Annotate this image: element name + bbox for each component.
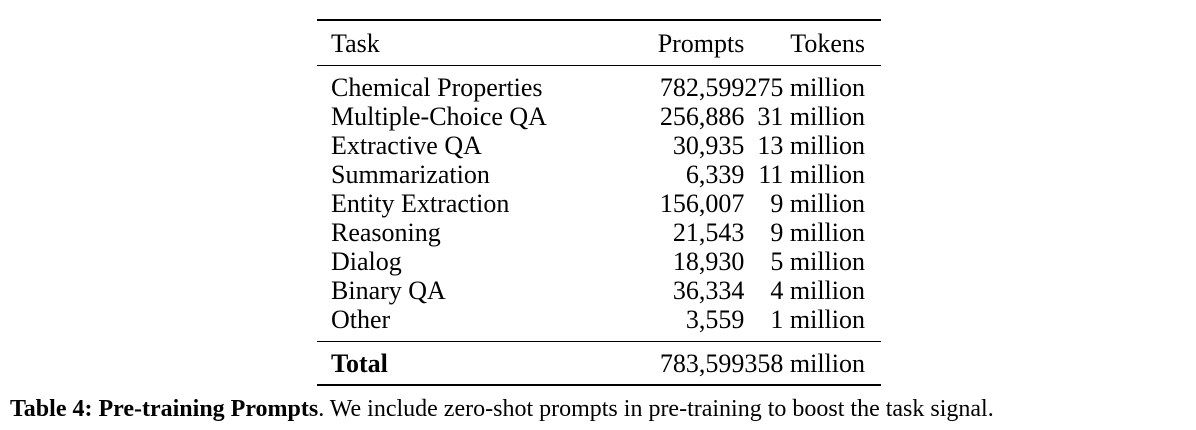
table-row: Binary QA 36,334 4 million [317,276,881,305]
cell-prompts: 18,930 [672,247,745,276]
cell-tokens: 275 million [744,73,865,102]
cell-tokens: 4 million [770,276,865,305]
table-body: Chemical Properties 782,599 275 million … [317,65,881,342]
cell-tokens: 5 million [770,247,865,276]
cell-tokens: 9 million [770,189,865,218]
cell-task: Summarization [331,160,490,189]
table-header-row: Task Prompts Tokens [317,20,881,66]
prompts-table-container: Task Prompts Tokens Chemical Properties … [317,19,881,386]
cell-prompts: 156,007 [659,189,745,218]
caption-label: Table 4: Pre-training Prompts [10,396,319,422]
total-prompts: 783,599 [659,348,745,378]
table-row: Dialog 18,930 5 million [317,247,881,276]
cell-task: Other [331,305,391,334]
cell-prompts: 3,559 [685,305,745,334]
table-row: Summarization 6,339 11 million [317,160,881,189]
cell-task: Dialog [331,247,402,276]
table-row: Other 3,559 1 million [317,305,881,342]
table-footer: Total 783,599 358 million [317,341,881,385]
cell-task: Entity Extraction [331,189,510,218]
cell-tokens: 1 million [770,305,865,334]
cell-task: Multiple-Choice QA [331,102,547,131]
cell-task: Chemical Properties [331,73,543,102]
cell-prompts: 6,339 [685,160,745,189]
table-row: Chemical Properties 782,599 275 million [317,66,881,103]
cell-task: Binary QA [331,276,446,305]
cell-task: Extractive QA [331,131,482,160]
total-tokens: 358 million [744,348,865,378]
cell-prompts: 21,543 [672,218,745,247]
pretraining-prompts-table: Task Prompts Tokens Chemical Properties … [317,19,881,386]
header-task: Task [331,28,380,58]
cell-tokens: 11 million [758,160,865,189]
total-label: Total [331,348,388,378]
table-caption: Table 4: Pre-training Prompts. We includ… [10,396,994,423]
cell-prompts: 30,935 [672,131,745,160]
table-row: Multiple-Choice QA 256,886 31 million [317,102,881,131]
cell-tokens: 31 million [757,102,865,131]
cell-prompts: 36,334 [672,276,745,305]
table-row: Extractive QA 30,935 13 million [317,131,881,160]
cell-tokens: 9 million [770,218,865,247]
cell-prompts: 256,886 [659,102,745,131]
table-row: Reasoning 21,543 9 million [317,218,881,247]
total-row: Total 783,599 358 million [317,342,881,385]
cell-task: Reasoning [331,218,441,247]
cell-prompts: 782,599 [659,73,745,102]
table-row: Entity Extraction 156,007 9 million [317,189,881,218]
cell-tokens: 13 million [757,131,865,160]
caption-text: . We include zero-shot prompts in pre-tr… [318,396,994,422]
header-prompts: Prompts [657,28,745,58]
header-tokens: Tokens [790,28,865,58]
